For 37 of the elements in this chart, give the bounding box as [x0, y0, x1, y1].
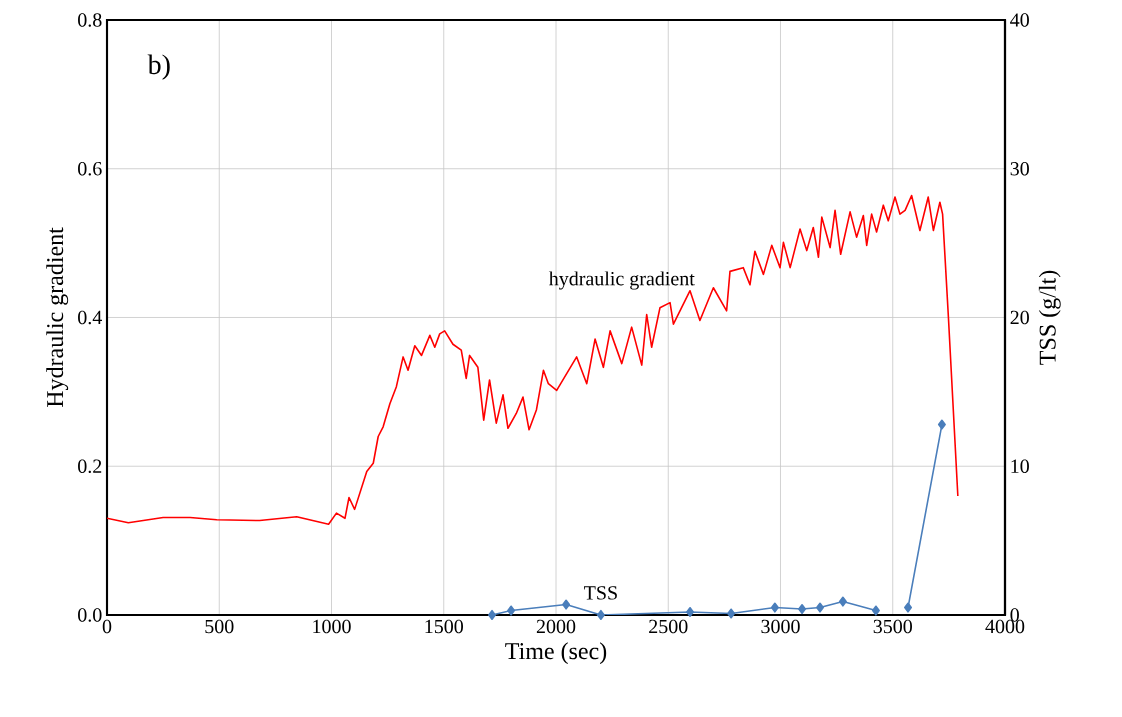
line-series — [107, 194, 959, 526]
point — [507, 605, 516, 616]
series-label: hydraulic gradient — [548, 271, 695, 290]
point — [562, 599, 571, 610]
y2-tick-label: 20 — [1010, 310, 1029, 325]
point — [488, 609, 497, 621]
y-tick-label: 0.0 — [78, 608, 102, 622]
point — [798, 603, 807, 615]
x-tick-label: 3000 — [761, 619, 800, 634]
x-tick-label: 2000 — [536, 619, 576, 634]
y2-tick-label: 10 — [1011, 459, 1029, 473]
y2-tick-label: 30 — [1010, 162, 1029, 176]
x-axis-title: Time (sec) — [505, 642, 607, 665]
point — [904, 602, 913, 613]
point — [727, 608, 736, 619]
point — [838, 596, 847, 607]
series-label: TSS — [584, 586, 617, 600]
y2-tick-label: 40 — [1010, 13, 1029, 27]
x-tick-label: 3500 — [873, 619, 912, 634]
y-axis-title: Hydraulic gradient — [46, 227, 69, 408]
point — [596, 609, 605, 621]
point — [871, 605, 880, 616]
x-tick-label: 1000 — [313, 619, 351, 634]
annotation: b) — [147, 54, 170, 80]
point — [770, 602, 779, 613]
x-tick-label: 500 — [205, 619, 234, 634]
point — [816, 602, 825, 613]
y-tick-label: 0.2 — [78, 459, 102, 474]
point — [686, 606, 695, 618]
x-tick-label: 2500 — [649, 619, 688, 634]
y-tick-label: 0.6 — [78, 161, 102, 176]
y-tick-label: 0.8 — [78, 13, 102, 27]
y2-axis-title: TSS (g/lt) — [1038, 270, 1061, 365]
x-tick-label: 1500 — [425, 619, 463, 634]
point — [937, 419, 946, 430]
y-tick-label: 0.4 — [78, 310, 102, 325]
x-tick-label: 0 — [102, 619, 112, 634]
